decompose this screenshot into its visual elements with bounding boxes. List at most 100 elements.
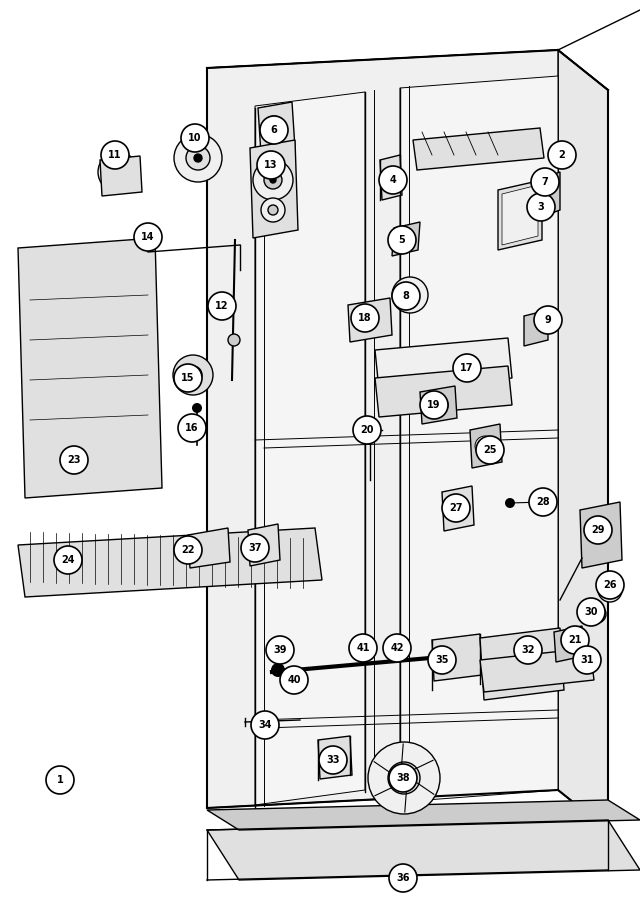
Polygon shape — [480, 628, 564, 700]
Circle shape — [261, 198, 285, 222]
Polygon shape — [502, 185, 538, 245]
Circle shape — [264, 171, 282, 189]
Circle shape — [573, 646, 601, 674]
Text: 24: 24 — [61, 555, 75, 565]
Polygon shape — [480, 648, 594, 692]
Circle shape — [529, 488, 557, 516]
Polygon shape — [207, 800, 640, 830]
Text: 1: 1 — [56, 775, 63, 785]
Circle shape — [442, 494, 470, 522]
Text: 35: 35 — [435, 655, 449, 665]
Polygon shape — [380, 155, 402, 200]
Circle shape — [269, 123, 279, 133]
Circle shape — [475, 436, 495, 456]
Circle shape — [186, 146, 210, 170]
Circle shape — [548, 141, 576, 169]
Polygon shape — [100, 156, 142, 196]
Polygon shape — [207, 50, 608, 108]
Circle shape — [379, 166, 407, 194]
Polygon shape — [375, 366, 512, 417]
Circle shape — [190, 372, 196, 378]
Polygon shape — [188, 528, 230, 568]
Circle shape — [605, 585, 615, 595]
Text: 3: 3 — [538, 202, 545, 212]
Text: 13: 13 — [264, 160, 278, 170]
Circle shape — [260, 116, 288, 144]
Text: 26: 26 — [604, 580, 617, 590]
Text: 33: 33 — [326, 755, 340, 765]
Text: 12: 12 — [215, 301, 228, 311]
Circle shape — [527, 193, 555, 221]
Text: 37: 37 — [248, 543, 262, 553]
Circle shape — [351, 304, 379, 332]
Polygon shape — [554, 626, 584, 662]
Text: 15: 15 — [181, 373, 195, 383]
Circle shape — [476, 436, 504, 464]
Circle shape — [178, 414, 206, 442]
Text: 7: 7 — [541, 177, 548, 187]
Polygon shape — [524, 310, 548, 346]
Circle shape — [368, 742, 440, 814]
Circle shape — [514, 636, 542, 664]
Circle shape — [388, 762, 420, 794]
Circle shape — [319, 746, 347, 774]
Circle shape — [208, 292, 236, 320]
Circle shape — [228, 334, 240, 346]
Circle shape — [241, 534, 269, 562]
Text: 40: 40 — [287, 675, 301, 685]
Polygon shape — [207, 50, 558, 808]
Circle shape — [598, 578, 622, 602]
Circle shape — [271, 663, 285, 677]
Text: 8: 8 — [403, 291, 410, 301]
Polygon shape — [250, 140, 298, 238]
Circle shape — [192, 403, 202, 413]
Circle shape — [392, 282, 420, 310]
Text: 31: 31 — [580, 655, 594, 665]
Polygon shape — [258, 102, 295, 154]
Circle shape — [194, 154, 202, 162]
Polygon shape — [255, 92, 365, 805]
Circle shape — [349, 634, 377, 662]
Circle shape — [420, 391, 448, 419]
Text: 27: 27 — [449, 503, 463, 513]
Text: 2: 2 — [559, 150, 565, 160]
Polygon shape — [18, 238, 162, 498]
Text: 17: 17 — [460, 363, 474, 373]
Text: 18: 18 — [358, 313, 372, 323]
Circle shape — [280, 666, 308, 694]
Text: 28: 28 — [536, 497, 550, 507]
Polygon shape — [248, 524, 280, 566]
Text: 4: 4 — [390, 175, 396, 185]
Polygon shape — [207, 820, 640, 880]
Polygon shape — [558, 50, 608, 830]
Circle shape — [257, 151, 285, 179]
Text: 29: 29 — [591, 525, 605, 535]
Circle shape — [262, 116, 286, 140]
Circle shape — [453, 354, 481, 382]
Polygon shape — [442, 486, 474, 531]
Circle shape — [392, 277, 428, 313]
Text: 42: 42 — [390, 643, 404, 653]
Polygon shape — [470, 424, 502, 468]
Text: 30: 30 — [584, 607, 598, 617]
Text: 34: 34 — [259, 720, 272, 730]
Polygon shape — [18, 528, 322, 597]
Circle shape — [134, 223, 162, 251]
Circle shape — [174, 134, 222, 182]
Circle shape — [98, 152, 138, 192]
Circle shape — [531, 168, 559, 196]
Polygon shape — [375, 338, 512, 390]
Text: 16: 16 — [185, 423, 199, 433]
Text: 5: 5 — [399, 235, 405, 245]
Circle shape — [383, 634, 411, 662]
Circle shape — [400, 774, 408, 782]
Text: 38: 38 — [396, 773, 410, 783]
Text: 39: 39 — [273, 645, 287, 655]
Circle shape — [181, 124, 209, 152]
Text: 19: 19 — [428, 400, 441, 410]
Circle shape — [60, 446, 88, 474]
Circle shape — [428, 395, 448, 415]
Circle shape — [54, 546, 82, 574]
Circle shape — [174, 536, 202, 564]
Polygon shape — [348, 298, 392, 342]
